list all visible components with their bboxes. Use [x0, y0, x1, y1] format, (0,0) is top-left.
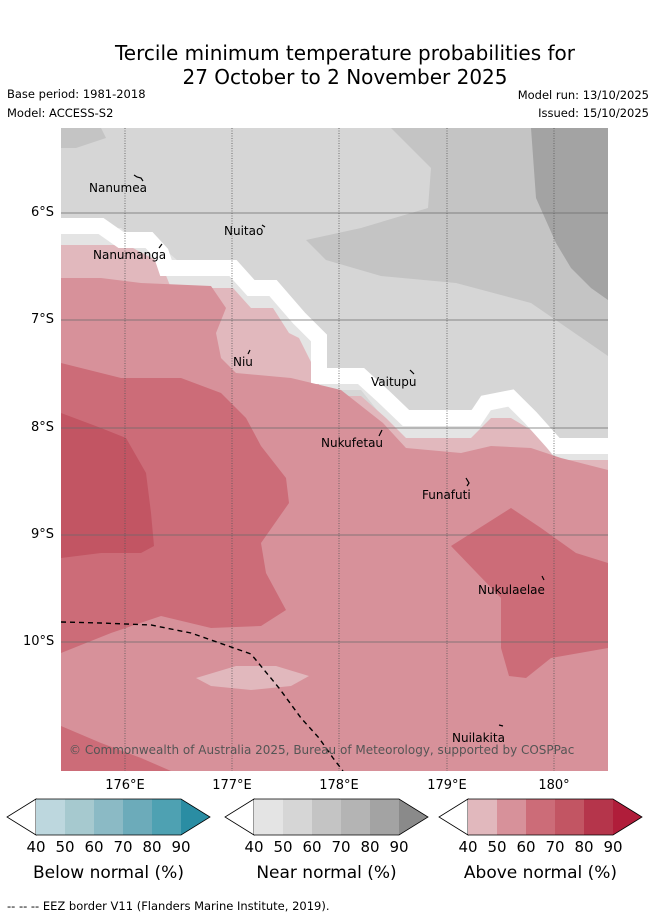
- lon-label: 176°E: [105, 778, 145, 793]
- lon-label: 180°: [538, 778, 570, 793]
- eez-footnote: -- -- -- EEZ border V11 (Flanders Marine…: [7, 899, 330, 913]
- colorbar-lower-extension: [224, 798, 255, 836]
- colorbar-tick-label: 60: [516, 838, 535, 856]
- above-normal-60-right-region: [451, 508, 608, 678]
- above-normal-60-strip: [61, 726, 171, 771]
- colorbar-upper-extension: [613, 799, 642, 835]
- lon-label: 179°E: [427, 778, 467, 793]
- lat-label: 8°S: [31, 420, 55, 435]
- island-outlines: [133, 174, 545, 727]
- colorbar-tick-label: 80: [574, 838, 593, 856]
- colorbar-tick-label: 40: [458, 838, 477, 856]
- near-normal-70-region: [459, 128, 608, 300]
- place-label: Nanumanga: [93, 248, 166, 262]
- map-title-line-1: Tercile minimum temperature probabilitie…: [114, 41, 576, 65]
- lat-label: 6°S: [31, 205, 55, 220]
- colorbar-swatch: [254, 799, 283, 835]
- colorbar-tick-label: 80: [360, 838, 379, 856]
- colorbar-lower-extension: [438, 798, 469, 836]
- above-normal-legend-title: Above normal (%): [463, 863, 618, 883]
- colorbar-swatch: [152, 799, 181, 835]
- colorbar-tick-label: 90: [171, 838, 190, 856]
- above-normal-70-region: [61, 413, 154, 558]
- colorbar-swatch: [312, 799, 341, 835]
- map-title-line-2: 27 October to 2 November 2025: [182, 65, 508, 89]
- near-normal-60-corner: [61, 128, 106, 148]
- copyright-text: © Commonwealth of Australia 2025, Bureau…: [69, 743, 574, 757]
- lon-label: 177°E: [212, 778, 252, 793]
- colorbar-1: 40 50 60 70 80 90: [224, 798, 429, 856]
- place-label: Nukulaelae: [478, 583, 545, 597]
- lat-label: 10°S: [23, 634, 55, 649]
- colorbar-lower-extension: [6, 798, 37, 836]
- graticule: [124, 128, 555, 771]
- below-normal-legend-title: Below normal (%): [33, 863, 184, 883]
- place-label: Nuilakita: [452, 731, 505, 745]
- colorbar-tick-label: 40: [26, 838, 45, 856]
- colorbar-swatch: [341, 799, 370, 835]
- colorbar-swatch: [526, 799, 555, 835]
- colorbar-tick-label: 70: [331, 838, 350, 856]
- place-label: Nuitao: [224, 224, 263, 238]
- probability-map: Nanumea Nuitao Nanumanga Niu Vaitupu Nuk…: [61, 128, 608, 771]
- colorbar-tick-label: 60: [302, 838, 321, 856]
- colorbar-tick-label: 40: [244, 838, 263, 856]
- model-run-text: Model run: 13/10/2025: [517, 88, 649, 102]
- colorbar-swatch: [65, 799, 94, 835]
- colorbar-upper-extension: [399, 799, 428, 835]
- colorbar-tick-label: 50: [487, 838, 506, 856]
- place-label: Funafuti: [422, 488, 471, 502]
- colorbar-swatch: [497, 799, 526, 835]
- colorbar-tick-label: 90: [389, 838, 408, 856]
- model-text: Model: ACCESS-S2: [7, 106, 114, 120]
- issued-text: Issued: 15/10/2025: [538, 106, 649, 120]
- colorbar-swatch: [94, 799, 123, 835]
- colorbar-upper-extension: [181, 799, 210, 835]
- colorbar-swatch: [283, 799, 312, 835]
- colorbar-swatch: [555, 799, 584, 835]
- colorbar-tick-label: 60: [84, 838, 103, 856]
- colorbar-swatch: [123, 799, 152, 835]
- place-labels: Nanumea Nuitao Nanumanga Niu Vaitupu Nuk…: [89, 181, 545, 745]
- colorbar-tick-label: 80: [142, 838, 161, 856]
- place-label: Vaitupu: [371, 375, 417, 389]
- colorbar-legends: 40 50 60 70 80 90 40 50 60 70 80 90 40 50 60 70 80 90: [6, 798, 643, 856]
- colorbar-swatch: [370, 799, 399, 835]
- place-label: Nanumea: [89, 181, 147, 195]
- colorbar-tick-label: 50: [55, 838, 74, 856]
- eez-border-line: [61, 621, 344, 771]
- lat-label: 9°S: [31, 527, 55, 542]
- colorbar-2: 40 50 60 70 80 90: [438, 798, 643, 856]
- colorbar-0: 40 50 60 70 80 90: [6, 798, 211, 856]
- base-period-text: Base period: 1981-2018: [7, 87, 146, 101]
- colorbar-tick-label: 70: [545, 838, 564, 856]
- place-label: Nukufetau: [321, 436, 383, 450]
- place-label: Niu: [233, 355, 253, 369]
- lon-label: 178°E: [319, 778, 359, 793]
- colorbar-swatch: [468, 799, 497, 835]
- colorbar-swatch: [36, 799, 65, 835]
- above-normal-40-lens: [196, 666, 309, 690]
- colorbar-tick-label: 90: [603, 838, 622, 856]
- near-normal-legend-title: Near normal (%): [256, 863, 397, 883]
- colorbar-tick-label: 70: [113, 838, 132, 856]
- colorbar-tick-label: 50: [273, 838, 292, 856]
- near-normal-60-region: [306, 128, 608, 356]
- colorbar-swatch: [584, 799, 613, 835]
- lat-label: 7°S: [31, 312, 55, 327]
